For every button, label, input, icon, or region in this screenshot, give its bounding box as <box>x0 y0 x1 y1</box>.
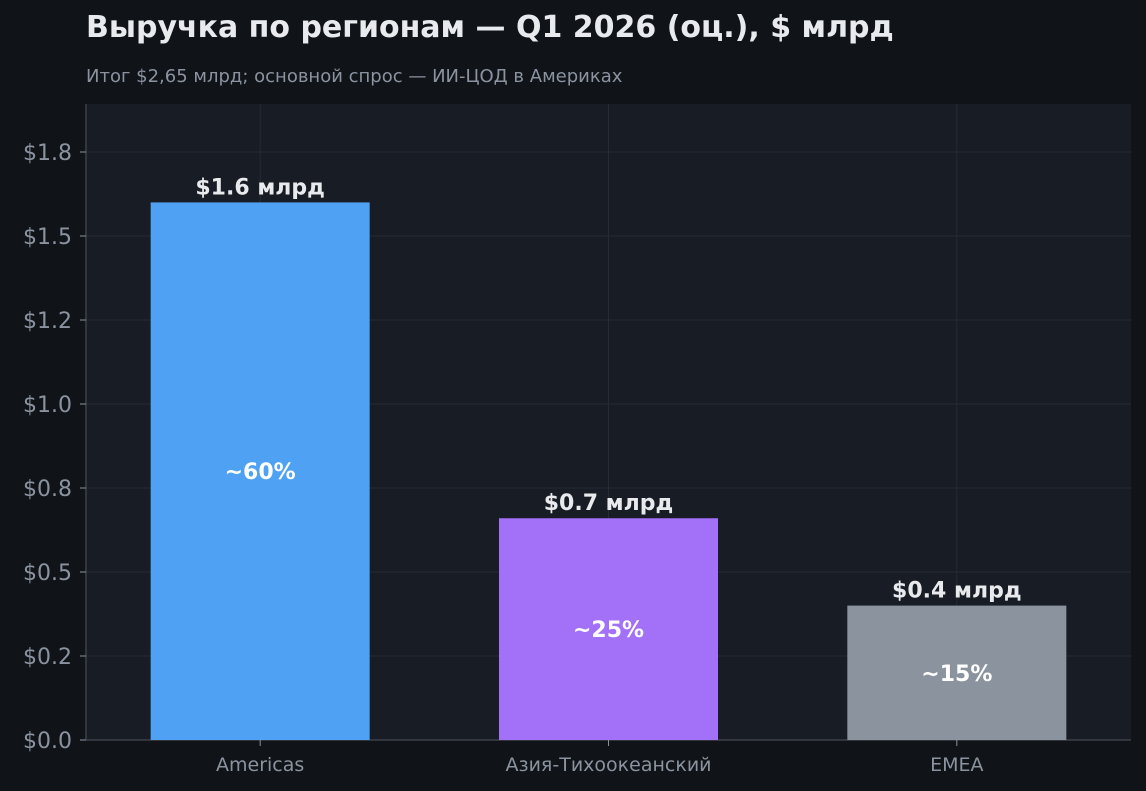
x-tick-label: Азия-Тихоокеанский <box>505 754 711 776</box>
x-tick-label: Americas <box>216 754 304 776</box>
chart-subtitle: Итог $2,65 млрд; основной спрос — ИИ-ЦОД… <box>86 66 623 87</box>
y-tick-label: $1.0 <box>23 393 72 418</box>
y-tick-label: $1.2 <box>23 309 72 334</box>
bar-value-label: $1.6 млрд <box>195 175 325 200</box>
x-tick-label: EMEA <box>930 754 983 776</box>
chart-title: Выручка по регионам — Q1 2026 (оц.), $ м… <box>86 10 894 45</box>
y-tick-label: $1.8 <box>23 141 72 166</box>
bar-value-label: $0.4 млрд <box>892 579 1022 604</box>
y-tick-label: $0.5 <box>23 561 72 586</box>
bar-share-label: ~25% <box>573 618 644 643</box>
y-tick-label: $0.2 <box>23 645 72 670</box>
bar-emea <box>847 605 1067 740</box>
y-tick-label: $0.0 <box>23 729 72 754</box>
bar-value-label: $0.7 млрд <box>544 491 674 516</box>
bar-share-label: ~15% <box>921 662 992 687</box>
bar-азия-тихоокеанский <box>499 518 718 740</box>
bar-share-label: ~60% <box>225 460 296 485</box>
y-tick-label: $1.5 <box>23 225 72 250</box>
y-tick-label: $0.8 <box>23 477 72 502</box>
bar-americas <box>150 202 370 740</box>
